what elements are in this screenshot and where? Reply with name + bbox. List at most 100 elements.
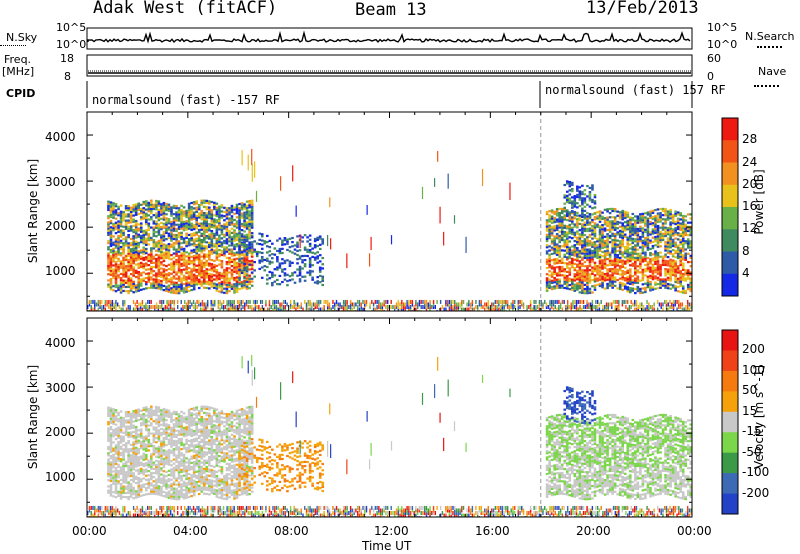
power-cell (618, 236, 622, 239)
power-noise-cell (307, 299, 309, 304)
power-cell (202, 282, 206, 285)
power-cell (644, 228, 647, 231)
power-cell (228, 258, 231, 262)
power-cell (202, 253, 206, 256)
power-streak (299, 234, 301, 249)
power-cell (107, 262, 110, 265)
power-cell (639, 262, 642, 266)
power-cell (112, 241, 115, 244)
power-cell (588, 269, 592, 272)
power-cell (628, 253, 632, 256)
velocity-cell (112, 430, 115, 434)
power-cell (165, 219, 168, 222)
power-cell (218, 244, 221, 248)
power-cell (593, 202, 597, 205)
power-cell (636, 265, 640, 268)
power-cell (636, 244, 640, 247)
power-cell (213, 284, 216, 287)
power-cell (626, 275, 630, 279)
power-cell (223, 281, 226, 284)
power-cell (606, 278, 609, 281)
power-cell (578, 291, 582, 294)
power-cell (313, 281, 317, 284)
velocity-cell (112, 466, 115, 469)
power-cell (558, 226, 561, 229)
power-cell (646, 279, 650, 282)
power-noise-cell (364, 305, 366, 310)
power-cell (611, 232, 614, 235)
power-cell (202, 272, 206, 275)
power-cell (122, 260, 125, 264)
power-cell (621, 240, 625, 244)
power-noise-cell (240, 307, 242, 311)
power-cell (586, 283, 589, 287)
power-cell (565, 182, 569, 185)
power-cell (230, 271, 234, 274)
power-cell (550, 259, 554, 262)
power-cell (107, 258, 110, 261)
power-cell (137, 254, 141, 257)
power-cell (608, 259, 612, 262)
power-cell (583, 244, 587, 247)
power-cell (129, 206, 133, 209)
power-noise-cell (346, 305, 348, 310)
power-cell (601, 267, 604, 270)
power-cell (649, 262, 652, 265)
power-noise-cell (189, 305, 191, 310)
power-cell (124, 281, 128, 284)
power-cell (578, 235, 582, 238)
power-cell (147, 210, 151, 213)
power-cell (220, 282, 224, 286)
power-cell (107, 221, 110, 224)
power-cell (281, 241, 284, 244)
power-cell (621, 265, 625, 269)
power-cell (613, 245, 617, 248)
power-cell (107, 202, 110, 205)
power-cell (616, 245, 619, 248)
power-cell (238, 283, 241, 286)
power-noise-cell (360, 307, 362, 311)
power-cell (182, 247, 186, 250)
power-cell (117, 251, 120, 254)
power-cell (669, 269, 672, 272)
power-cell (200, 276, 204, 279)
power-noise-cell (148, 305, 151, 310)
power-noise-cell (589, 302, 592, 307)
velocity-cell (109, 419, 113, 422)
power-cell (558, 270, 561, 273)
power-noise-cell (452, 299, 454, 304)
power-cell (313, 239, 317, 243)
power-noise-cell (171, 307, 174, 311)
power-cell (639, 265, 642, 268)
power-noise-cell (192, 305, 195, 310)
power-cell (596, 267, 599, 270)
power-cell (230, 238, 234, 241)
power-cell (180, 210, 183, 214)
power-cell (608, 216, 612, 219)
power-cell (598, 212, 602, 215)
power-cell (243, 230, 246, 233)
velocity-cell (109, 469, 113, 472)
power-noise-cell (97, 299, 99, 304)
power-noise-cell (99, 302, 101, 307)
power-cell (139, 249, 143, 252)
power-noise-cell (533, 299, 535, 304)
velocity-cell (109, 471, 113, 474)
power-cell (659, 255, 662, 258)
power-noise-cell (686, 299, 689, 304)
power-noise-cell (531, 307, 534, 311)
power-noise-cell (461, 307, 463, 311)
power-noise-cell (639, 302, 641, 307)
power-cell (611, 226, 614, 229)
power-cell (308, 265, 312, 268)
power-cell (175, 207, 178, 210)
power-cell (550, 211, 554, 214)
power-cell (593, 228, 597, 231)
power-noise-cell (582, 299, 585, 304)
power-cell (215, 233, 219, 236)
power-cell (681, 245, 685, 249)
power-cell (235, 236, 239, 240)
power-cell (215, 244, 219, 247)
power-cell (124, 254, 128, 257)
power-cell (601, 255, 604, 258)
